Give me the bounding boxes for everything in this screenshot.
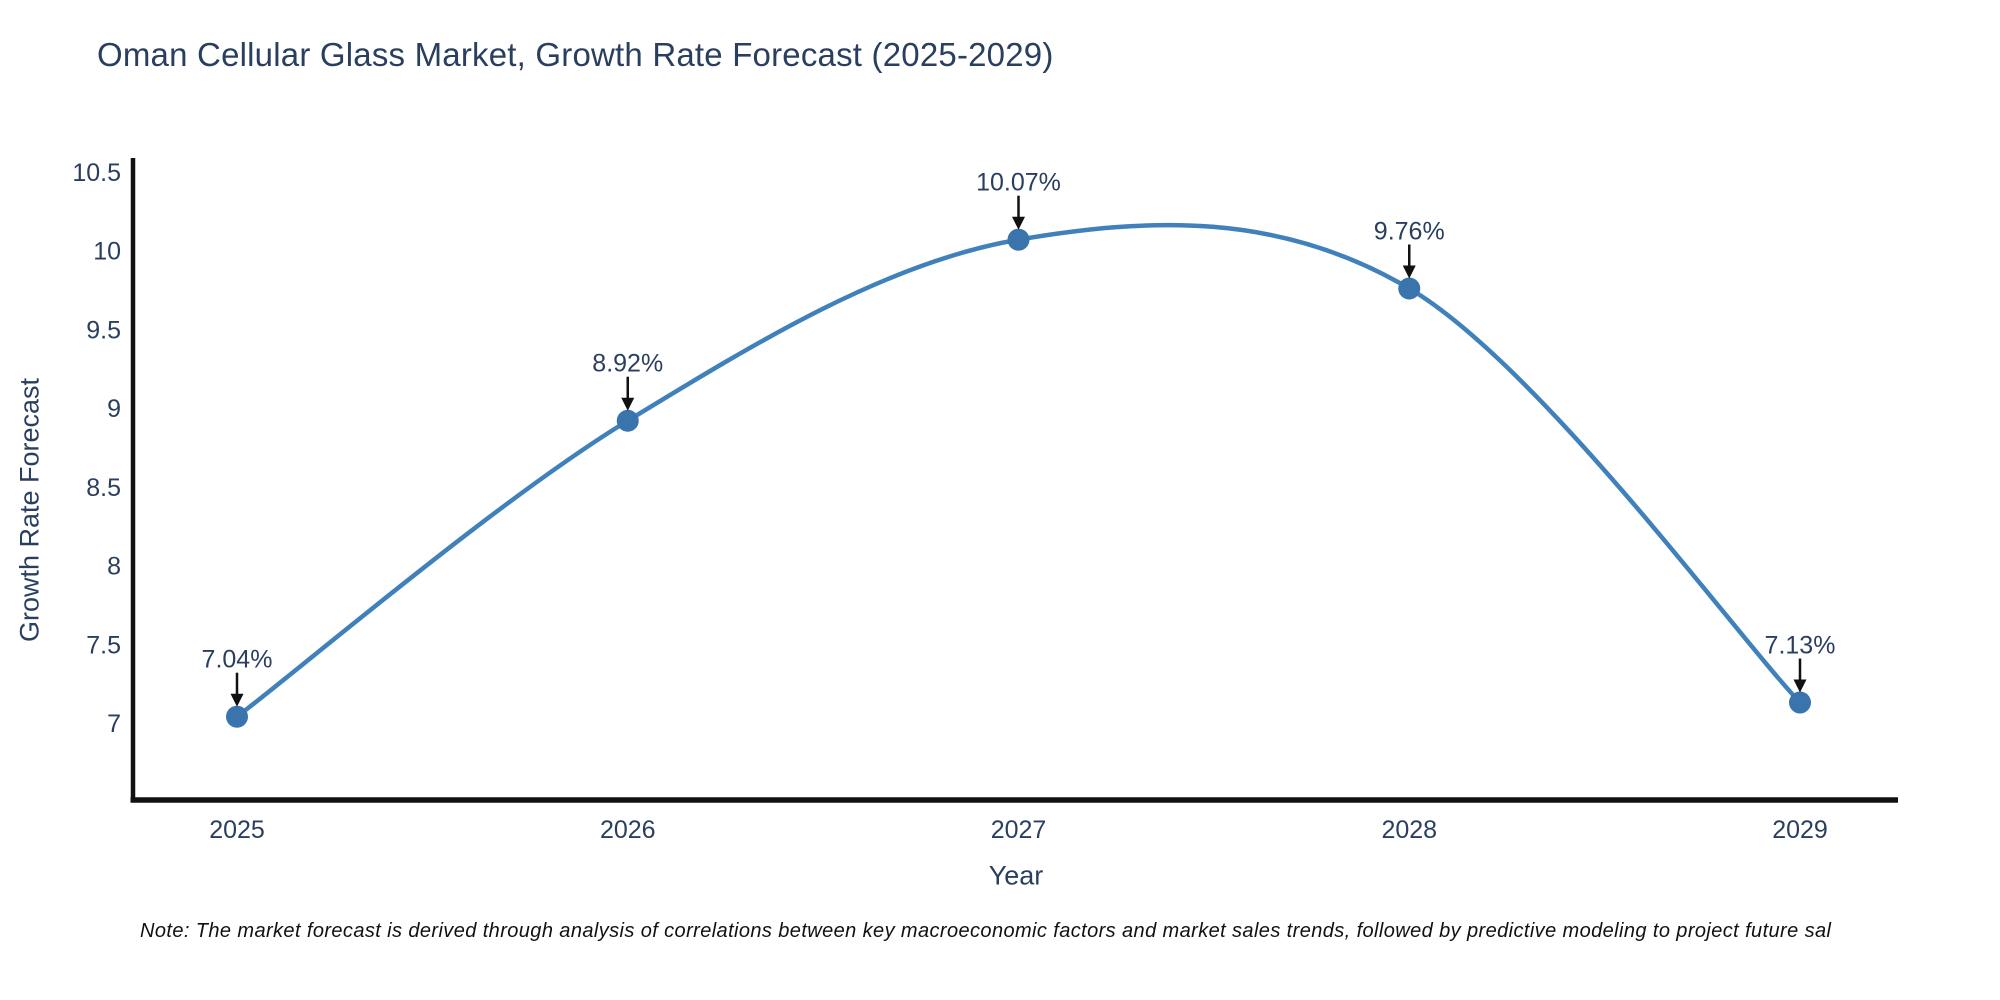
y-tick-label: 7 [107,710,121,738]
point-annotation: 7.13% [1765,632,1836,660]
y-tick-label: 9.5 [86,316,121,344]
x-tick-label: 2026 [600,816,656,844]
data-point-marker [226,705,248,728]
x-tick-label: 2029 [1772,816,1828,844]
y-tick-label: 7.5 [86,631,121,659]
annotation-arrowhead [621,397,635,411]
x-tick-label: 2025 [209,816,265,844]
annotation-arrowhead [1012,216,1025,230]
y-tick-label: 8.5 [86,474,121,502]
x-tick-label: 2028 [1381,816,1437,844]
x-tick-label: 2027 [991,816,1047,844]
footnote: Note: The market forecast is derived thr… [140,920,1832,942]
x-axis-title: Year [988,860,1044,891]
data-point-marker [616,409,639,432]
y-tick-label: 8 [107,553,121,581]
data-point-marker [1007,228,1030,251]
y-tick-label: 10.5 [72,159,121,187]
y-tick-label: 10 [93,238,121,266]
series-line [234,222,1803,719]
data-point-marker [1398,277,1421,300]
annotation-arrowhead [1793,679,1807,693]
y-tick-label: 9 [107,395,121,423]
point-annotation: 7.04% [202,646,273,674]
annotation-arrowhead [230,693,244,707]
point-annotation: 10.07% [976,169,1061,197]
data-point-marker [1789,691,1811,714]
point-annotation: 8.92% [592,350,663,378]
point-annotation: 9.76% [1374,217,1445,245]
chart-title: Oman Cellular Glass Market, Growth Rate … [97,36,1054,73]
annotation-arrowhead [1402,265,1416,279]
